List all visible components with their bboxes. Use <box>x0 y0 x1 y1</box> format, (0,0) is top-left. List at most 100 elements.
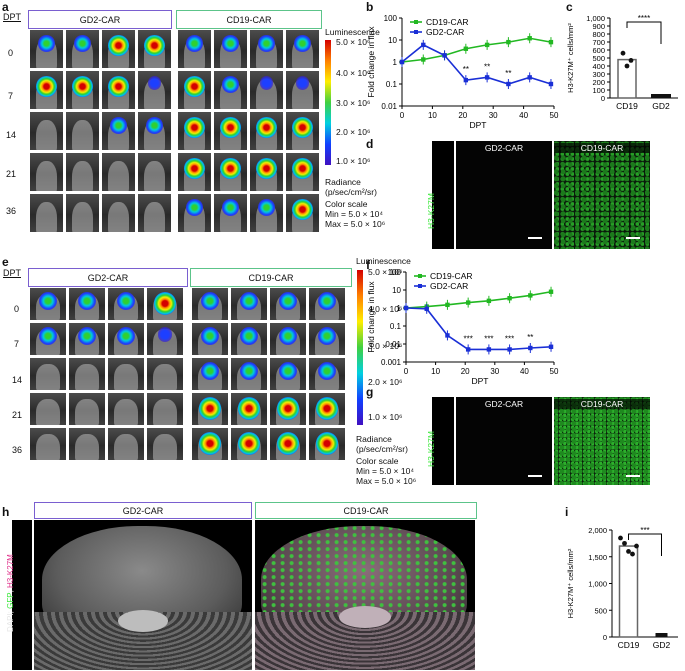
x-tick-label: GD2 <box>652 101 670 111</box>
gd2-mouse-image <box>30 112 63 150</box>
luminescence-signal <box>147 76 162 90</box>
gd2-mouse-image <box>138 194 171 232</box>
data-point <box>548 344 554 349</box>
x-tick-label: 10 <box>431 367 440 376</box>
color-scale-bar-a <box>325 40 331 165</box>
day-label: 14 <box>6 130 17 140</box>
luminescence-signal <box>258 35 275 52</box>
mouse-silhouette <box>71 160 94 191</box>
x-tick-label: 0 <box>400 111 405 120</box>
cd19-mouse-image <box>270 288 306 320</box>
x-tick-label: CD19 <box>616 101 638 111</box>
ventricle-region <box>118 610 168 632</box>
data-point <box>620 50 626 56</box>
luminescence-signal <box>186 35 203 52</box>
luminescence-signal <box>279 327 297 346</box>
cd19-mouse-image <box>250 30 283 68</box>
cd19-mouse-image <box>178 194 211 232</box>
data-point <box>659 633 664 637</box>
x-tick-label: 40 <box>519 111 528 120</box>
bar <box>617 58 637 99</box>
mouse-silhouette <box>114 399 138 425</box>
stain-h3-label: H3-K27M <box>6 554 15 588</box>
y-tick-label: 1,000 <box>586 14 605 23</box>
luminescence-title-a: Luminescence <box>325 27 380 37</box>
cd19-mouse-image <box>214 112 247 150</box>
gd2-mouse-image <box>69 358 105 390</box>
cd19-mouse-image <box>250 71 283 109</box>
legend-marker <box>418 274 422 278</box>
cd19-mouse-image <box>309 288 345 320</box>
cd19-mouse-image <box>178 112 211 150</box>
luminescence-title-e: Luminescence <box>356 256 411 266</box>
data-point <box>618 535 623 541</box>
cd19-mouse-image <box>231 288 267 320</box>
mouse-silhouette <box>114 434 138 460</box>
luminescence-signal <box>38 35 55 52</box>
significance-marker: ** <box>484 62 490 71</box>
cd19-mouse-image <box>250 194 283 232</box>
y-tick-label: 10 <box>388 36 397 45</box>
luminescence-signal <box>157 327 173 342</box>
cd19-mouse-image <box>192 428 228 460</box>
mouse-silhouette <box>153 434 177 460</box>
luminescence-signal <box>184 76 205 97</box>
stain-legend-h: DAPI; GFP; H3-K27M <box>6 520 32 670</box>
tick-label: 3.0 × 10⁶ <box>368 341 403 351</box>
scale-bar <box>528 237 542 239</box>
luminescence-signal <box>184 117 205 138</box>
day-label: 21 <box>12 410 23 420</box>
x-tick-label: 30 <box>489 111 498 120</box>
panel-label-i: i <box>565 505 569 519</box>
data-point <box>634 543 639 549</box>
cd19-mouse-image <box>192 358 228 390</box>
gd2-mouse-image <box>138 112 171 150</box>
luminescence-signal <box>110 117 127 134</box>
data-point <box>399 59 405 65</box>
luminescence-signal <box>201 362 219 381</box>
series-line-cd19 <box>401 37 552 63</box>
stain-label-bar-d: H3-K27M <box>426 141 454 249</box>
y-tick-label: 0 <box>603 633 607 642</box>
x-tick-label: 20 <box>458 111 467 120</box>
radiance-label-a: Radiance (p/sec/cm²/sr) <box>325 177 377 197</box>
scale-bar <box>528 475 542 477</box>
y-tick-label: 100 <box>384 14 398 23</box>
cd19-mouse-image <box>286 194 319 232</box>
y-tick-label: 2,000 <box>588 526 607 535</box>
gd2-mouse-image <box>30 358 66 390</box>
mouse-silhouette <box>75 364 99 390</box>
luminescence-signal <box>198 397 222 420</box>
cd19-mouse-image <box>286 30 319 68</box>
legend-marker <box>414 20 418 24</box>
gd2-micrograph-d: GD2-CAR <box>456 141 552 249</box>
data-point <box>463 77 469 83</box>
gd2-mouse-image <box>30 153 63 191</box>
luminescence-signal <box>292 199 313 220</box>
legend-marker <box>418 284 422 288</box>
y-tick-label: 400 <box>592 62 605 71</box>
data-point <box>465 300 471 305</box>
y-tick-label: 0.01 <box>385 340 401 349</box>
data-point <box>663 633 668 637</box>
significance-marker: *** <box>640 526 649 535</box>
cd19-micrograph-g: CD19-CAR <box>554 397 650 485</box>
series-line-gd2 <box>401 43 552 85</box>
luminescence-signal <box>201 327 219 346</box>
luminescence-signal <box>184 158 205 179</box>
x-tick-label: 50 <box>550 111 559 120</box>
panel-label-h: h <box>2 505 10 519</box>
y-tick-label: 200 <box>592 78 605 87</box>
mouse-silhouette <box>107 201 130 232</box>
mouse-silhouette <box>143 201 166 232</box>
luminescence-signal <box>108 76 129 97</box>
stain-label-d: H3-K27M <box>426 193 436 229</box>
y-tick-label: 300 <box>592 70 605 79</box>
mouse-silhouette <box>143 160 166 191</box>
data-point <box>463 46 469 51</box>
luminescence-signal <box>318 327 336 346</box>
ventricle-region <box>339 606 391 628</box>
data-point <box>548 39 554 45</box>
data-point <box>507 296 512 301</box>
day-label: 36 <box>6 206 17 216</box>
